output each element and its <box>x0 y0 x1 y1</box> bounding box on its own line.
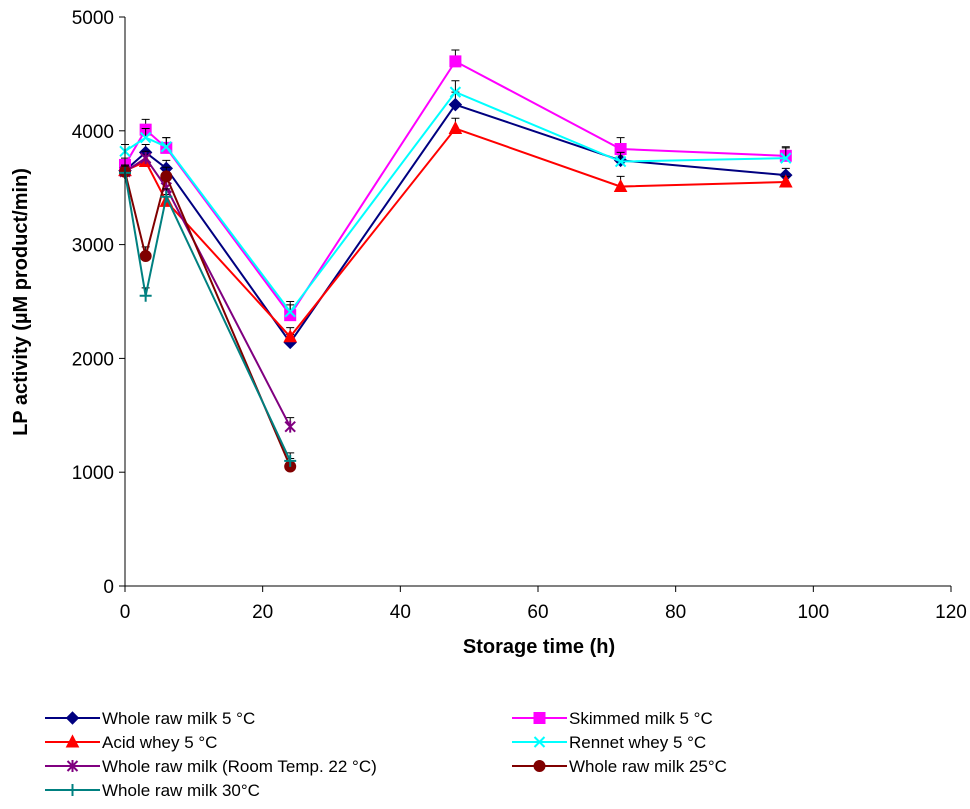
error-bar <box>162 137 171 147</box>
x-tick-label: 20 <box>252 602 273 623</box>
y-tick-label: 5000 <box>72 8 114 29</box>
legend-item: Whole raw milk (Room Temp. 22 °C) <box>45 757 377 776</box>
data-point <box>160 190 173 203</box>
series-line <box>124 171 292 467</box>
series-3 <box>119 80 792 318</box>
series-6 <box>119 165 297 467</box>
data-point <box>139 249 152 262</box>
legend-marker <box>65 734 80 748</box>
data-point <box>139 289 152 302</box>
legend: Whole raw milk 5 °C Skimmed milk 5 °C Acid… <box>45 709 727 800</box>
legend-label: Skimmed milk 5 °C <box>569 709 713 728</box>
data-point <box>283 329 298 343</box>
x-tick-label: 120 <box>935 602 967 623</box>
plot-area <box>118 49 793 473</box>
error-bar <box>141 128 150 138</box>
x-tick-label: 80 <box>665 602 686 623</box>
data-point <box>613 178 628 193</box>
y-axis-title: LP activity (µM product/min) <box>10 168 32 436</box>
data-point <box>448 120 463 135</box>
data-point <box>448 97 463 112</box>
data-point <box>139 131 152 144</box>
data-point <box>284 420 296 433</box>
y-tick-label: 2000 <box>72 349 114 370</box>
series-line <box>124 156 292 428</box>
x-tick-label: 0 <box>120 602 131 623</box>
legend-marker <box>66 760 79 772</box>
x-tick-label: 100 <box>797 602 829 623</box>
data-point <box>449 86 462 98</box>
error-bar <box>781 147 790 159</box>
legend-item: Skimmed milk 5 °C <box>512 709 713 728</box>
y-tick-label: 4000 <box>72 122 114 143</box>
legend-marker <box>66 784 79 796</box>
error-bar <box>286 301 295 312</box>
error-bar <box>616 151 625 162</box>
data-point <box>284 306 296 318</box>
error-bar <box>451 80 460 93</box>
legend-item: Whole raw milk 30°C <box>45 781 260 800</box>
legend-marker <box>65 711 80 725</box>
x-axis: 0 20 40 60 80 100 120 <box>120 585 967 623</box>
legend-label: Whole raw milk 5 °C <box>102 709 255 728</box>
legend-marker <box>533 760 546 772</box>
legend-label: Whole raw milk 30°C <box>102 781 260 800</box>
legend-label: Rennet whey 5 °C <box>569 733 706 752</box>
x-axis-title: Storage time (h) <box>463 636 615 658</box>
data-point <box>160 141 173 153</box>
legend-item: Whole raw milk 25°C <box>512 757 727 776</box>
legend-item: Acid whey 5 °C <box>45 733 217 752</box>
x-tick-label: 60 <box>527 602 548 623</box>
y-axis: 0 1000 2000 3000 4000 5000 <box>72 8 126 598</box>
x-tick-label: 40 <box>390 602 411 623</box>
y-tick-label: 1000 <box>72 463 114 484</box>
legend-item: Rennet whey 5 °C <box>512 733 706 752</box>
series-5 <box>119 164 297 473</box>
legend-label: Whole raw milk (Room Temp. 22 °C) <box>102 757 377 776</box>
legend-marker <box>533 736 546 748</box>
data-point <box>284 454 297 467</box>
data-point <box>778 174 793 188</box>
data-point <box>780 152 792 164</box>
legend-label: Whole raw milk 25°C <box>569 757 727 776</box>
y-tick-label: 3000 <box>72 236 114 257</box>
data-point <box>139 152 152 165</box>
legend-item: Whole raw milk 5 °C <box>45 709 255 728</box>
data-point <box>160 170 173 183</box>
data-point <box>614 155 627 168</box>
data-point <box>449 55 462 68</box>
series-line <box>124 172 292 462</box>
y-tick-label: 0 <box>103 577 114 598</box>
legend-label: Acid whey 5 °C <box>102 733 217 752</box>
legend-marker <box>533 712 546 724</box>
